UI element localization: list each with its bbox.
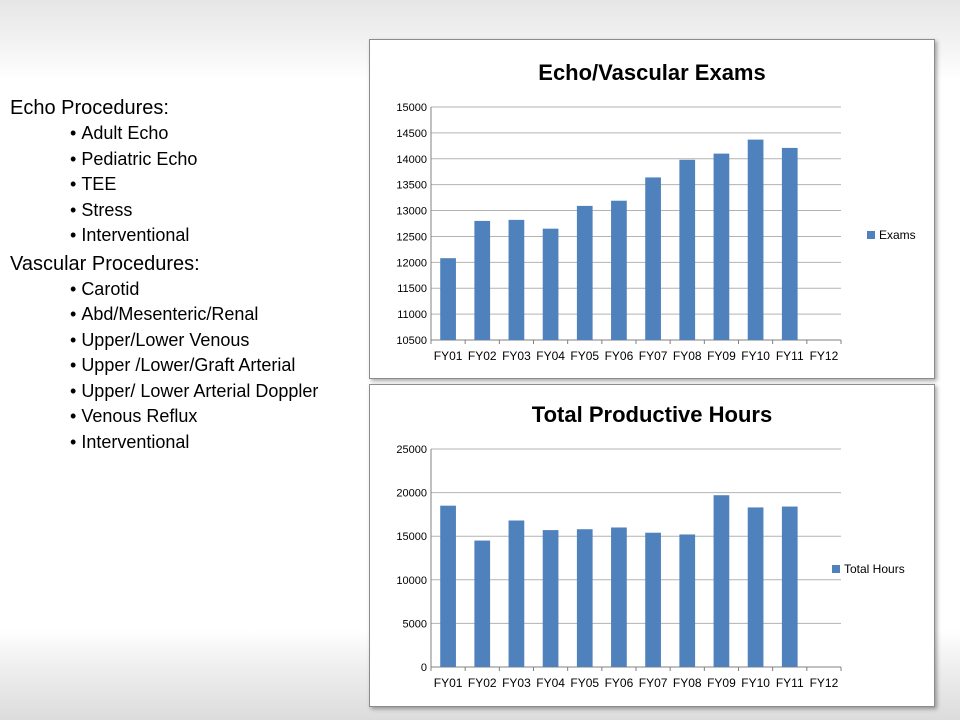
x-tick-label: FY07 <box>639 676 668 690</box>
y-tick-label: 13500 <box>396 180 427 192</box>
list-item: Upper/Lower Venous <box>70 328 360 354</box>
list-item: Venous Reflux <box>70 404 360 430</box>
x-tick-label: FY03 <box>502 676 531 690</box>
bar <box>576 205 593 340</box>
x-tick-label: FY02 <box>468 349 497 363</box>
list-item: Adult Echo <box>70 121 360 147</box>
bar <box>474 220 491 340</box>
x-tick-label: FY03 <box>502 349 531 363</box>
x-tick-label: FY12 <box>810 676 839 690</box>
y-tick-label: 15000 <box>396 102 427 114</box>
list-item: Carotid <box>70 277 360 303</box>
list-item: Interventional <box>70 223 360 249</box>
exams-chart-svg: Echo/Vascular Exams 10500 11000 11500 12000 1… <box>396 60 916 363</box>
bar <box>542 530 559 667</box>
bar <box>781 147 798 340</box>
hours-chart: Total Productive Hours 0 5000 10000 15000 200… <box>369 384 935 707</box>
x-tick-label: FY06 <box>605 349 634 363</box>
legend-label: Exams <box>879 228 916 242</box>
y-tick-label: 0 <box>421 662 427 674</box>
bar <box>645 177 661 340</box>
exams-chart: Echo/Vascular Exams 10500 11000 11500 12000 1… <box>369 39 935 379</box>
y-tick-label: 20000 <box>396 488 427 500</box>
x-tick-label: FY05 <box>570 676 599 690</box>
x-tick-label: FY01 <box>434 349 463 363</box>
legend-label: Total Hours <box>844 562 905 576</box>
y-tick-label: 25000 <box>396 444 427 456</box>
x-tick-label: FY09 <box>707 349 736 363</box>
hours-chart-svg: Total Productive Hours 0 5000 10000 15000 200… <box>396 402 905 690</box>
y-tick-label: 14500 <box>396 128 427 140</box>
list-item: TEE <box>70 172 360 198</box>
list-item: Stress <box>70 198 360 224</box>
y-tick-label: 12000 <box>396 257 427 269</box>
bar <box>713 153 730 340</box>
y-tick-label: 10500 <box>396 335 427 347</box>
x-tick-label: FY10 <box>741 349 770 363</box>
bar <box>542 228 559 340</box>
list-item: Upper /Lower/Graft Arterial <box>70 353 360 379</box>
y-tick-label: 5000 <box>403 618 427 630</box>
legend-swatch <box>867 231 875 239</box>
bar <box>440 258 456 340</box>
bar <box>508 520 525 667</box>
x-tick-label: FY06 <box>605 676 634 690</box>
echo-procedures-heading: Echo Procedures: <box>10 97 169 119</box>
bar <box>474 540 491 667</box>
y-tick-label: 13000 <box>396 206 427 218</box>
bar <box>747 139 764 340</box>
x-tick-label: FY02 <box>468 676 497 690</box>
x-tick-label: FY04 <box>536 676 565 690</box>
chart-title: Total Productive Hours <box>532 402 772 427</box>
bar <box>747 507 764 667</box>
x-tick-label: FY05 <box>570 349 599 363</box>
y-tick-label: 15000 <box>396 531 427 543</box>
y-tick-label: 12500 <box>396 231 427 243</box>
y-tick-label: 10000 <box>396 575 427 587</box>
bar <box>611 527 627 667</box>
x-tick-label: FY01 <box>434 676 463 690</box>
bar <box>713 495 730 667</box>
list-item: Interventional <box>70 430 360 456</box>
x-tick-label: FY11 <box>776 349 804 363</box>
x-tick-label: FY07 <box>639 349 668 363</box>
echo-procedures-list: Adult Echo Pediatric Echo TEE Stress Int… <box>10 121 360 249</box>
x-tick-label: FY08 <box>673 349 702 363</box>
x-tick-label: FY10 <box>741 676 770 690</box>
x-tick-label: FY09 <box>707 676 736 690</box>
x-tick-label: FY11 <box>776 676 804 690</box>
chart-title: Echo/Vascular Exams <box>538 60 765 85</box>
vascular-procedures-list: Carotid Abd/Mesenteric/Renal Upper/Lower… <box>10 277 360 456</box>
bar <box>576 529 593 667</box>
x-tick-label: FY08 <box>673 676 702 690</box>
bar <box>679 159 696 340</box>
procedures-list: Echo Procedures: Adult Echo Pediatric Ec… <box>10 95 360 457</box>
bar <box>508 219 525 340</box>
x-tick-label: FY12 <box>810 349 839 363</box>
bar <box>440 505 456 667</box>
list-item: Pediatric Echo <box>70 147 360 173</box>
y-tick-label: 11500 <box>397 283 427 295</box>
bar <box>679 534 696 667</box>
bar <box>611 200 627 340</box>
list-item: Upper/ Lower Arterial Doppler <box>70 379 360 405</box>
list-item: Abd/Mesenteric/Renal <box>70 302 360 328</box>
legend-swatch <box>832 565 840 573</box>
x-tick-label: FY04 <box>536 349 565 363</box>
y-tick-label: 11000 <box>397 309 427 321</box>
vascular-procedures-heading: Vascular Procedures: <box>10 252 200 275</box>
bar <box>781 506 798 667</box>
y-tick-label: 14000 <box>396 154 427 166</box>
bar <box>645 532 661 667</box>
